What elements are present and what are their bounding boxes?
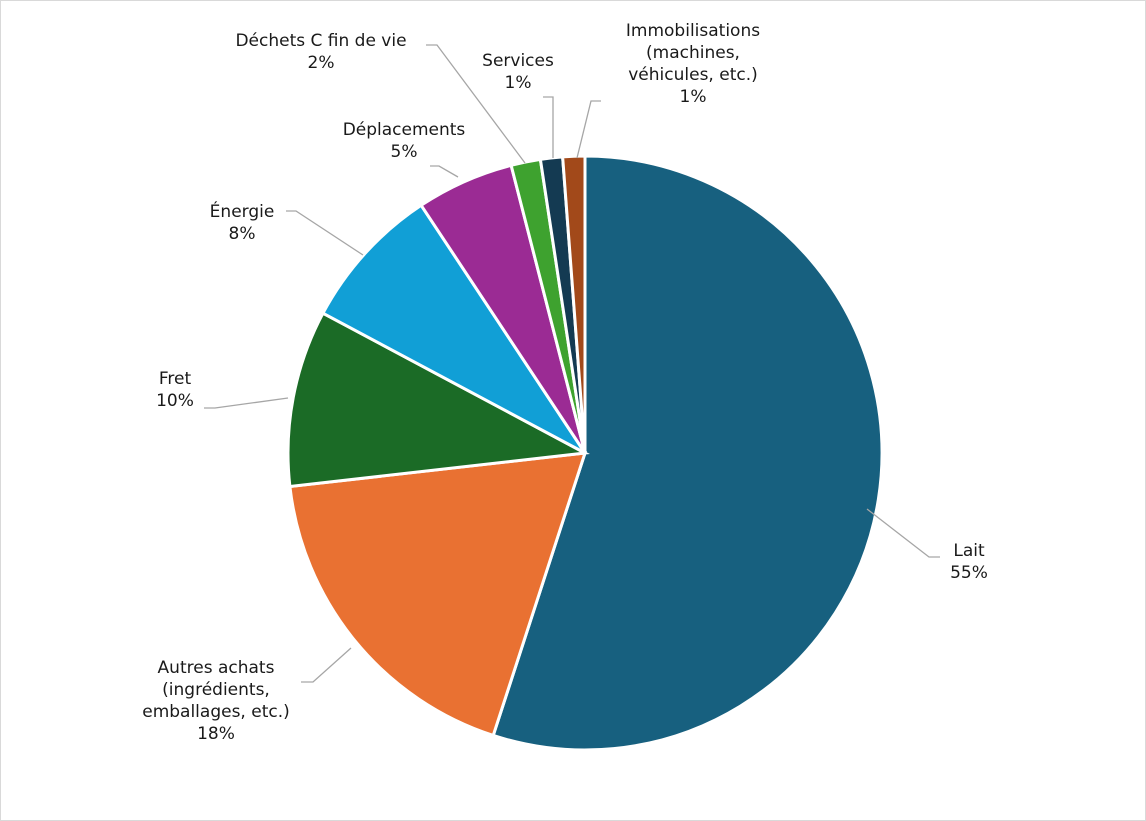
leader-lines-layer [204, 44, 940, 683]
data-label-lait: Lait 55% [950, 541, 988, 583]
data-label-immobilisations: Immobilisations (machines, véhicules, etc.… [626, 21, 760, 107]
data-label-fret: Fret 10% [156, 369, 194, 411]
pie-slice-immobilisations [561, 154, 587, 454]
category-label-dechets: Déchets C fin de vie [235, 31, 406, 51]
category-label-autres-achats: (ingrédients, [162, 680, 270, 700]
category-label-autres-achats: Autres achats [158, 658, 275, 678]
leader-line-energie [286, 210, 364, 256]
leader-line-autres-achats [301, 647, 352, 683]
value-label-lait: 55% [950, 563, 988, 583]
category-label-immobilisations: Immobilisations [626, 21, 760, 41]
category-label-immobilisations: véhicules, etc.) [628, 65, 758, 85]
pie-slice-fret [286, 311, 590, 489]
data-label-dechets: Déchets C fin de vie 2% [235, 31, 406, 73]
value-label-autres-achats: 18% [197, 724, 235, 744]
value-label-immobilisations: 1% [680, 87, 707, 107]
data-label-services: Services 1% [482, 51, 554, 93]
value-label-dechets: 2% [308, 53, 335, 73]
value-label-services: 1% [505, 73, 532, 93]
data-label-autres-achats: Autres achats (ingrédients, emballages, et… [142, 658, 290, 744]
leader-line-immobilisations [576, 100, 601, 159]
category-label-autres-achats: emballages, etc.) [142, 702, 290, 722]
value-label-energie: 8% [229, 224, 256, 244]
category-label-fret: Fret [159, 369, 192, 389]
leader-line-deplacements [430, 165, 459, 178]
leader-line-dechets [426, 44, 526, 164]
leader-line-services [543, 96, 554, 158]
data-label-deplacements: Déplacements 5% [343, 120, 466, 162]
labels-layer: Lait 55% Autres achats (ingrédients, emballa… [142, 21, 988, 744]
category-label-immobilisations: (machines, [646, 43, 740, 63]
pie-slice-autres-achats [288, 451, 588, 738]
pie-slice-energie [320, 203, 587, 455]
leader-line-lait [866, 508, 940, 558]
category-label-lait: Lait [953, 541, 985, 561]
data-label-energie: Énergie 8% [210, 200, 275, 244]
leader-line-fret [204, 397, 289, 409]
slices-layer [286, 154, 884, 752]
category-label-services: Services [482, 51, 554, 71]
value-label-fret: 10% [156, 391, 194, 411]
value-label-deplacements: 5% [391, 142, 418, 162]
pie-slice-lait [491, 154, 884, 752]
category-label-energie: Énergie [210, 200, 275, 222]
category-label-deplacements: Déplacements [343, 120, 466, 140]
